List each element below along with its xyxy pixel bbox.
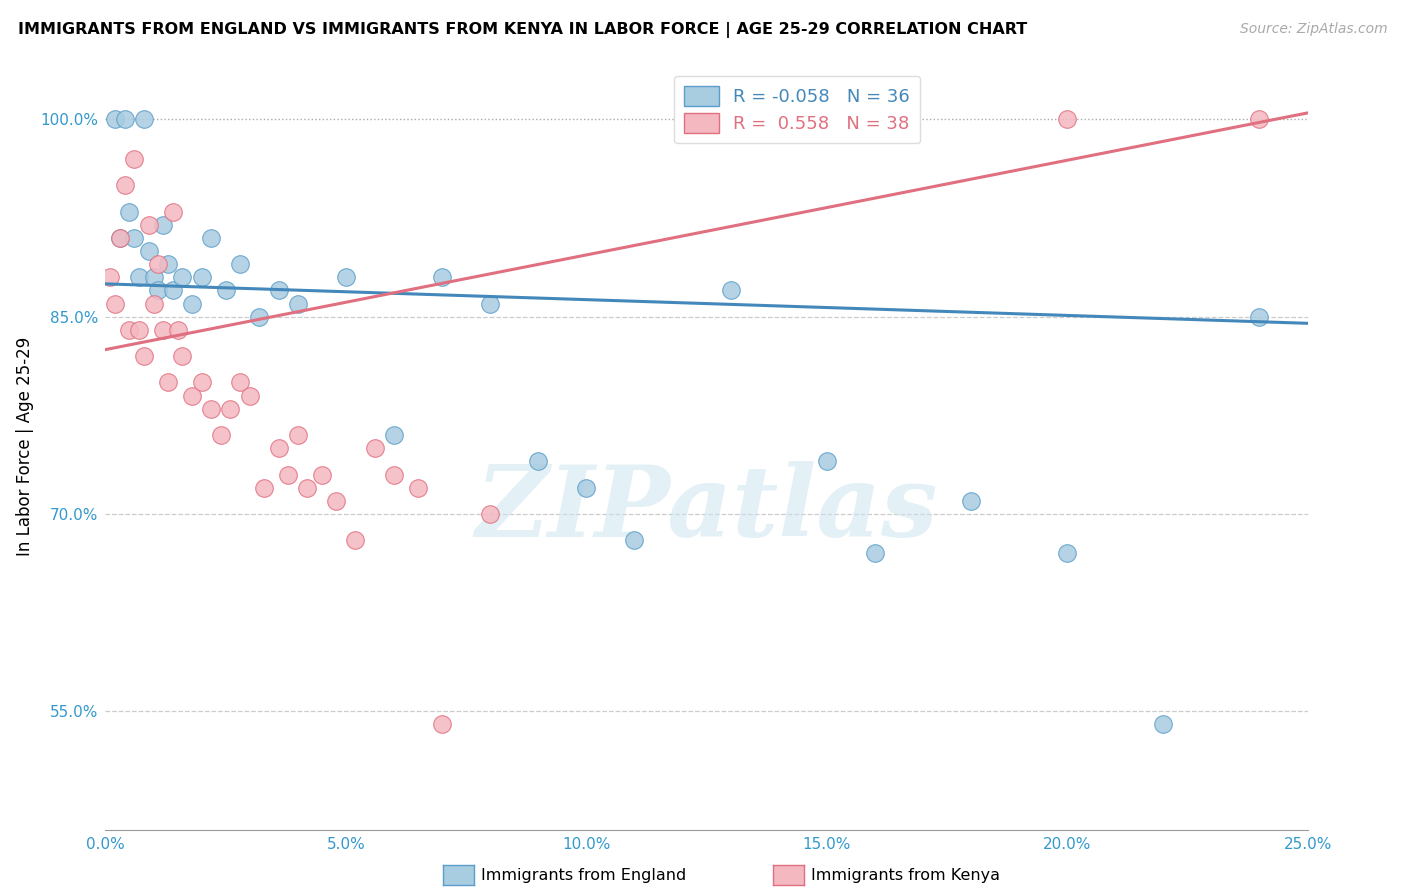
Text: Immigrants from England: Immigrants from England bbox=[481, 868, 686, 882]
Point bbox=[253, 481, 276, 495]
Point bbox=[335, 270, 357, 285]
Point bbox=[138, 244, 160, 258]
Point bbox=[209, 428, 232, 442]
Point bbox=[267, 284, 290, 298]
Point bbox=[1152, 717, 1174, 731]
Point bbox=[114, 178, 136, 193]
Point bbox=[277, 467, 299, 482]
Point bbox=[863, 546, 886, 560]
Point bbox=[124, 231, 146, 245]
Point bbox=[118, 323, 141, 337]
Text: IMMIGRANTS FROM ENGLAND VS IMMIGRANTS FROM KENYA IN LABOR FORCE | AGE 25-29 CORR: IMMIGRANTS FROM ENGLAND VS IMMIGRANTS FR… bbox=[18, 22, 1028, 38]
Point bbox=[479, 507, 502, 521]
Point bbox=[815, 454, 838, 468]
Point bbox=[1056, 112, 1078, 127]
Point bbox=[172, 270, 194, 285]
Point bbox=[138, 218, 160, 232]
Point bbox=[382, 467, 405, 482]
Point bbox=[162, 204, 184, 219]
Point bbox=[527, 454, 550, 468]
Point bbox=[108, 231, 131, 245]
Point bbox=[104, 296, 127, 310]
Point bbox=[247, 310, 270, 324]
Point bbox=[219, 401, 242, 416]
Point bbox=[114, 112, 136, 127]
Point bbox=[190, 270, 212, 285]
Point bbox=[156, 257, 179, 271]
Point bbox=[200, 401, 222, 416]
Point bbox=[200, 231, 222, 245]
Point bbox=[132, 349, 155, 363]
Point bbox=[1249, 112, 1271, 127]
Point bbox=[229, 376, 252, 390]
Point bbox=[479, 296, 502, 310]
Point bbox=[98, 270, 121, 285]
Point bbox=[104, 112, 127, 127]
Point bbox=[623, 533, 645, 548]
Point bbox=[575, 481, 598, 495]
Point bbox=[152, 218, 174, 232]
Point bbox=[162, 284, 184, 298]
Point bbox=[214, 284, 236, 298]
Point bbox=[297, 481, 319, 495]
Point bbox=[142, 270, 165, 285]
Point bbox=[156, 376, 179, 390]
Point bbox=[406, 481, 429, 495]
Point bbox=[430, 717, 453, 731]
Point bbox=[325, 493, 347, 508]
Point bbox=[142, 296, 165, 310]
Point bbox=[128, 323, 150, 337]
Point bbox=[287, 428, 309, 442]
Point bbox=[128, 270, 150, 285]
Point bbox=[267, 442, 290, 455]
Point bbox=[152, 323, 174, 337]
Point bbox=[239, 389, 262, 403]
Point bbox=[190, 376, 212, 390]
Text: Source: ZipAtlas.com: Source: ZipAtlas.com bbox=[1240, 22, 1388, 37]
Point bbox=[1056, 546, 1078, 560]
Point bbox=[118, 204, 141, 219]
Legend: R = -0.058   N = 36, R =  0.558   N = 38: R = -0.058 N = 36, R = 0.558 N = 38 bbox=[673, 76, 921, 144]
Point bbox=[430, 270, 453, 285]
Point bbox=[382, 428, 405, 442]
Text: Immigrants from Kenya: Immigrants from Kenya bbox=[811, 868, 1000, 882]
Point bbox=[287, 296, 309, 310]
Point bbox=[124, 152, 146, 166]
Point bbox=[720, 284, 742, 298]
Point bbox=[148, 257, 170, 271]
Point bbox=[229, 257, 252, 271]
Point bbox=[364, 442, 387, 455]
Text: In Labor Force | Age 25-29: In Labor Force | Age 25-29 bbox=[17, 336, 34, 556]
Point bbox=[172, 349, 194, 363]
Point bbox=[148, 284, 170, 298]
Point bbox=[1249, 310, 1271, 324]
Point bbox=[344, 533, 367, 548]
Point bbox=[311, 467, 333, 482]
Point bbox=[166, 323, 188, 337]
Point bbox=[181, 296, 204, 310]
Text: ZIPatlas: ZIPatlas bbox=[475, 461, 938, 558]
Point bbox=[960, 493, 983, 508]
Point bbox=[132, 112, 155, 127]
Point bbox=[108, 231, 131, 245]
Point bbox=[181, 389, 204, 403]
